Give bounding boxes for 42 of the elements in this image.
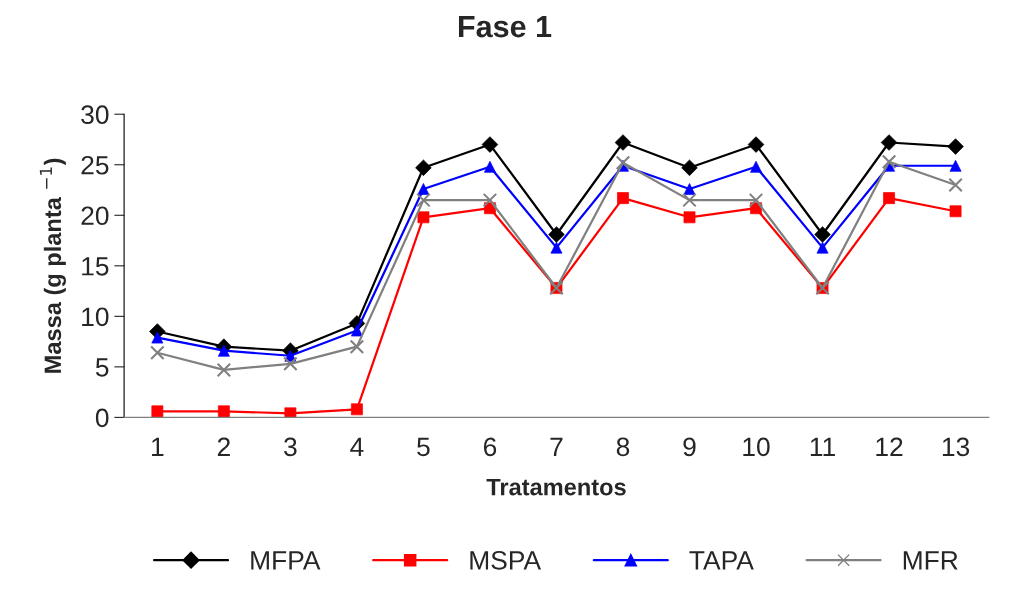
point (747, 136, 765, 153)
point (883, 192, 895, 205)
point (748, 192, 764, 208)
point (349, 339, 365, 354)
legend-label: MSPA (470, 551, 542, 570)
x-tick-label: 11 (810, 437, 835, 456)
y-tick-label: 15 (82, 257, 109, 276)
chart-title: Fase 1 (458, 16, 552, 38)
x-tick-label: 4 (350, 437, 364, 456)
x-tick-label: 2 (217, 437, 230, 456)
point (416, 192, 431, 208)
x-tick-label: 12 (876, 437, 903, 456)
y-tick-label: 5 (95, 358, 109, 377)
legend-label: MFR (903, 551, 958, 570)
x-tick-label: 3 (284, 437, 297, 457)
x-tick-label: 5 (417, 437, 430, 457)
x-tick-label: 7 (550, 437, 563, 456)
point (216, 362, 232, 378)
point (150, 345, 165, 361)
y-tick-label: 0 (95, 408, 109, 428)
x-axis-title: Tratamentos (486, 478, 626, 496)
point (880, 134, 898, 151)
y-tick-label: 25 (81, 155, 109, 175)
x-tick-label: 1 (152, 437, 164, 456)
x-tick-label: 9 (683, 437, 696, 457)
point (482, 192, 498, 208)
x-tick-label: 8 (616, 437, 630, 457)
point (283, 356, 298, 372)
x-tick-label: 6 (483, 437, 497, 457)
x-tick-label: 13 (942, 437, 970, 457)
point (614, 134, 632, 151)
x-tick-label: 10 (743, 437, 770, 457)
legend-label: TAPA (689, 551, 754, 570)
point (682, 192, 697, 208)
legend-label: MFPA (251, 551, 321, 570)
y-tick-label: 30 (81, 105, 109, 125)
y-axis-title: Massa (g planta $^{−1}$) (39, 158, 66, 373)
y-tick-label: 20 (81, 206, 109, 226)
point (881, 154, 897, 170)
point (615, 155, 631, 171)
point (948, 177, 963, 193)
y-tick-label: 10 (82, 307, 109, 327)
